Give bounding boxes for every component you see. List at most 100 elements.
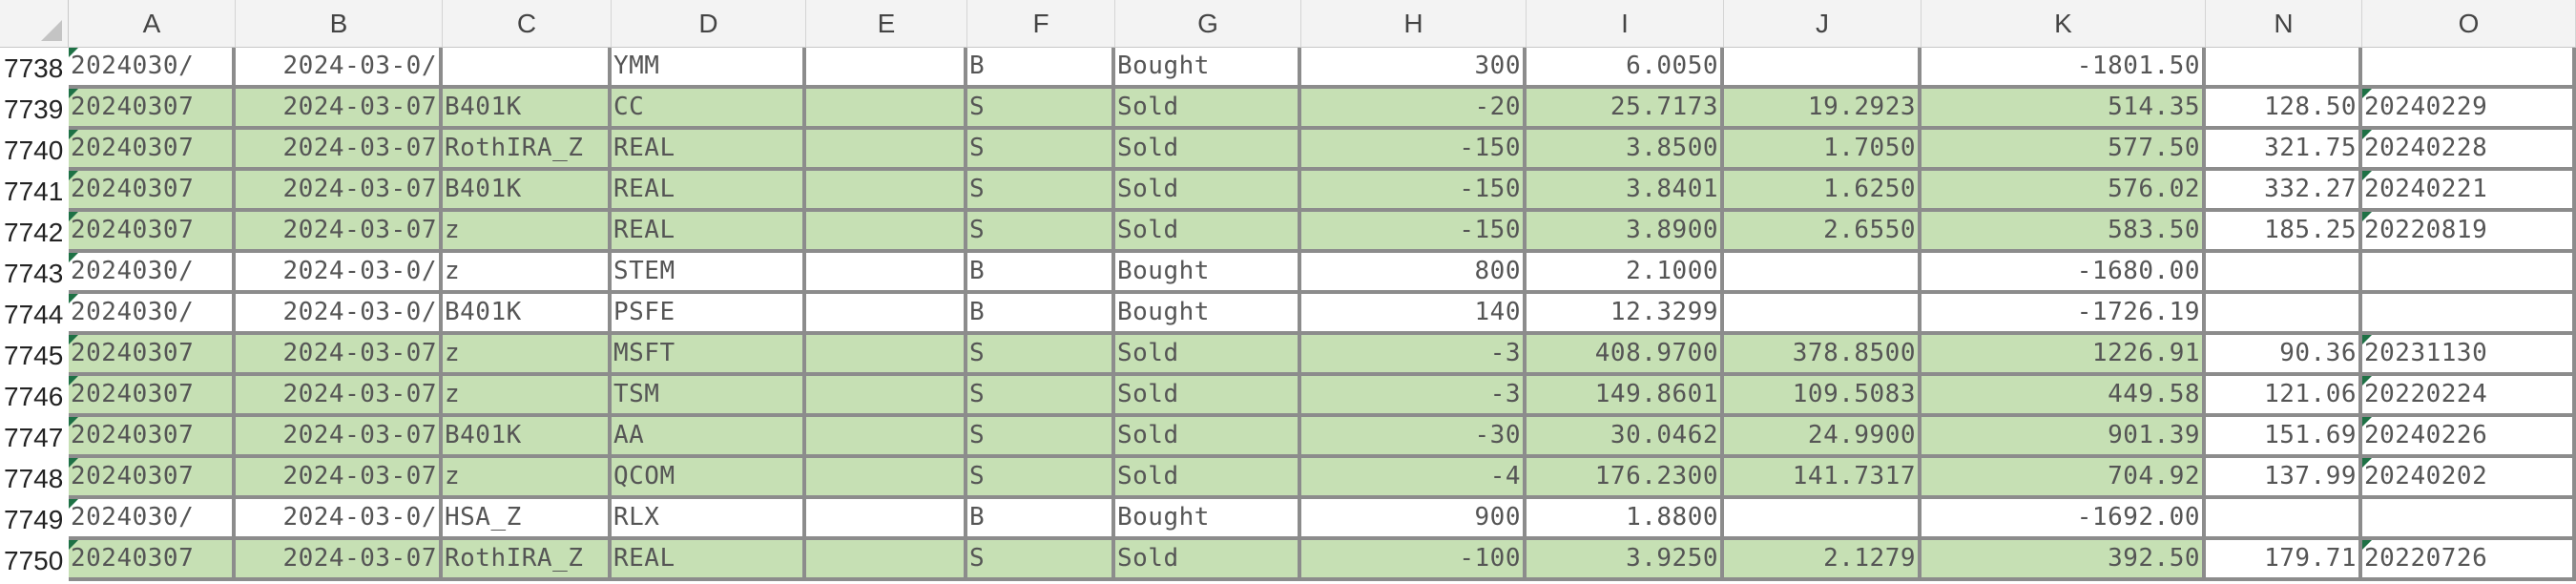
cell-c[interactable] bbox=[443, 48, 612, 89]
cell-g[interactable]: Sold bbox=[1115, 89, 1301, 130]
cell-b[interactable]: 2024-03-07 bbox=[236, 376, 443, 417]
cell-e[interactable] bbox=[806, 458, 967, 499]
cell-d[interactable]: RLX bbox=[612, 499, 806, 540]
cell-e[interactable] bbox=[806, 130, 967, 171]
cell-b[interactable]: 2024-03-0/ bbox=[236, 294, 443, 335]
cell-h[interactable]: -3 bbox=[1301, 335, 1527, 376]
cell-o[interactable]: 20231130 bbox=[2362, 335, 2576, 376]
cell-h[interactable]: -20 bbox=[1301, 89, 1527, 130]
cell-k[interactable]: 704.92 bbox=[1922, 458, 2206, 499]
cell-h[interactable]: -3 bbox=[1301, 376, 1527, 417]
column-header-c[interactable]: C bbox=[443, 0, 612, 48]
cell-o[interactable] bbox=[2362, 294, 2576, 335]
column-header-e[interactable]: E bbox=[806, 0, 967, 48]
cell-j[interactable] bbox=[1724, 294, 1922, 335]
cell-g[interactable]: Sold bbox=[1115, 540, 1301, 581]
cell-i[interactable]: 1.8800 bbox=[1527, 499, 1724, 540]
cell-f[interactable]: S bbox=[967, 335, 1115, 376]
cell-d[interactable]: REAL bbox=[612, 171, 806, 212]
cell-o[interactable] bbox=[2362, 499, 2576, 540]
cell-g[interactable]: Bought bbox=[1115, 48, 1301, 89]
cell-b[interactable]: 2024-03-0/ bbox=[236, 48, 443, 89]
cell-j[interactable]: 1.7050 bbox=[1724, 130, 1922, 171]
cell-f[interactable]: S bbox=[967, 89, 1115, 130]
cell-f[interactable]: B bbox=[967, 499, 1115, 540]
cell-k[interactable]: -1801.50 bbox=[1922, 48, 2206, 89]
row-header[interactable]: 7741 bbox=[0, 171, 69, 212]
column-header-n[interactable]: N bbox=[2206, 0, 2362, 48]
column-header-a[interactable]: A bbox=[69, 0, 236, 48]
column-header-k[interactable]: K bbox=[1922, 0, 2206, 48]
cell-g[interactable]: Sold bbox=[1115, 335, 1301, 376]
cell-i[interactable]: 6.0050 bbox=[1527, 48, 1724, 89]
cell-j[interactable]: 2.6550 bbox=[1724, 212, 1922, 253]
cell-d[interactable]: CC bbox=[612, 89, 806, 130]
cell-d[interactable]: AA bbox=[612, 417, 806, 458]
cell-g[interactable]: Sold bbox=[1115, 212, 1301, 253]
cell-j[interactable] bbox=[1724, 499, 1922, 540]
cell-n[interactable]: 321.75 bbox=[2206, 130, 2362, 171]
cell-e[interactable] bbox=[806, 89, 967, 130]
select-all-corner[interactable] bbox=[0, 0, 69, 48]
cell-n[interactable]: 179.71 bbox=[2206, 540, 2362, 581]
cell-j[interactable]: 2.1279 bbox=[1724, 540, 1922, 581]
cell-i[interactable]: 3.8401 bbox=[1527, 171, 1724, 212]
cell-o[interactable]: 20240228 bbox=[2362, 130, 2576, 171]
cell-n[interactable] bbox=[2206, 253, 2362, 294]
cell-e[interactable] bbox=[806, 171, 967, 212]
cell-j[interactable]: 19.2923 bbox=[1724, 89, 1922, 130]
cell-h[interactable]: -150 bbox=[1301, 212, 1527, 253]
cell-h[interactable]: -30 bbox=[1301, 417, 1527, 458]
cell-i[interactable]: 12.3299 bbox=[1527, 294, 1724, 335]
cell-e[interactable] bbox=[806, 417, 967, 458]
cell-k[interactable]: 392.50 bbox=[1922, 540, 2206, 581]
cell-c[interactable]: z bbox=[443, 212, 612, 253]
row-header[interactable]: 7745 bbox=[0, 335, 69, 376]
cell-f[interactable]: B bbox=[967, 48, 1115, 89]
cell-f[interactable]: S bbox=[967, 376, 1115, 417]
cell-c[interactable]: z bbox=[443, 458, 612, 499]
cell-f[interactable]: S bbox=[967, 130, 1115, 171]
cell-k[interactable]: 449.58 bbox=[1922, 376, 2206, 417]
cell-b[interactable]: 2024-03-0/ bbox=[236, 499, 443, 540]
cell-b[interactable]: 2024-03-07 bbox=[236, 458, 443, 499]
cell-k[interactable]: 901.39 bbox=[1922, 417, 2206, 458]
cell-j[interactable]: 1.6250 bbox=[1724, 171, 1922, 212]
cell-g[interactable]: Sold bbox=[1115, 417, 1301, 458]
cell-f[interactable]: S bbox=[967, 417, 1115, 458]
cell-a[interactable]: 2024030/ bbox=[69, 253, 236, 294]
cell-o[interactable]: 20240221 bbox=[2362, 171, 2576, 212]
cell-o[interactable]: 20240229 bbox=[2362, 89, 2576, 130]
cell-n[interactable] bbox=[2206, 294, 2362, 335]
column-header-g[interactable]: G bbox=[1115, 0, 1301, 48]
row-header[interactable]: 7738 bbox=[0, 48, 69, 89]
cell-a[interactable]: 20240307 bbox=[69, 89, 236, 130]
cell-d[interactable]: REAL bbox=[612, 540, 806, 581]
cell-j[interactable]: 24.9900 bbox=[1724, 417, 1922, 458]
cell-g[interactable]: Sold bbox=[1115, 130, 1301, 171]
cell-j[interactable] bbox=[1724, 48, 1922, 89]
cell-b[interactable]: 2024-03-07 bbox=[236, 89, 443, 130]
cell-e[interactable] bbox=[806, 540, 967, 581]
cell-o[interactable]: 20220819 bbox=[2362, 212, 2576, 253]
cell-e[interactable] bbox=[806, 335, 967, 376]
cell-d[interactable]: QCOM bbox=[612, 458, 806, 499]
row-header[interactable]: 7749 bbox=[0, 499, 69, 540]
row-header[interactable]: 7739 bbox=[0, 89, 69, 130]
cell-j[interactable]: 141.7317 bbox=[1724, 458, 1922, 499]
cell-d[interactable]: PSFE bbox=[612, 294, 806, 335]
cell-k[interactable]: -1692.00 bbox=[1922, 499, 2206, 540]
cell-a[interactable]: 20240307 bbox=[69, 212, 236, 253]
cell-e[interactable] bbox=[806, 376, 967, 417]
row-header[interactable]: 7748 bbox=[0, 458, 69, 499]
cell-k[interactable]: 514.35 bbox=[1922, 89, 2206, 130]
cell-f[interactable]: B bbox=[967, 253, 1115, 294]
cell-o[interactable]: 20240202 bbox=[2362, 458, 2576, 499]
cell-f[interactable]: B bbox=[967, 294, 1115, 335]
cell-c[interactable]: B401K bbox=[443, 294, 612, 335]
cell-o[interactable] bbox=[2362, 253, 2576, 294]
cell-h[interactable]: 900 bbox=[1301, 499, 1527, 540]
cell-a[interactable]: 20240307 bbox=[69, 458, 236, 499]
row-header[interactable]: 7747 bbox=[0, 417, 69, 458]
cell-d[interactable]: REAL bbox=[612, 130, 806, 171]
